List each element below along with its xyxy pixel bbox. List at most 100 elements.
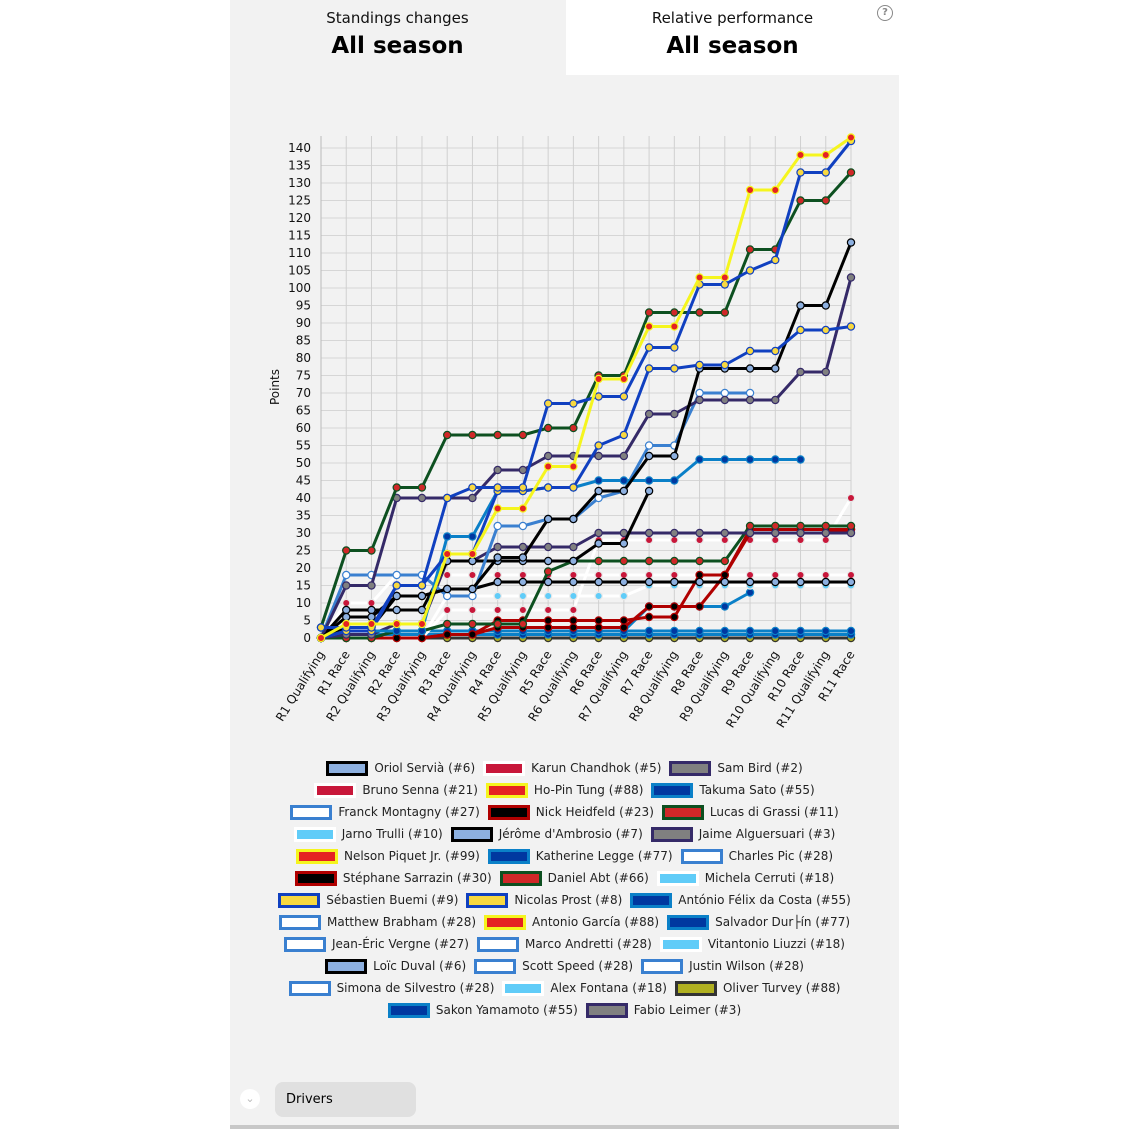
legend-label: Oriol Servià (#6) bbox=[374, 761, 476, 775]
data-point bbox=[569, 423, 578, 433]
legend-item[interactable]: Jarno Trulli (#10) bbox=[293, 826, 443, 842]
series-line bbox=[319, 171, 853, 628]
legend-item[interactable]: Matthew Brabham (#28) bbox=[278, 914, 476, 930]
legend-item[interactable]: Ho-Pin Tung (#88) bbox=[485, 782, 643, 798]
data-point bbox=[695, 388, 704, 398]
chevron-down-icon[interactable]: ⌄ bbox=[240, 1089, 260, 1109]
series-line bbox=[320, 136, 852, 640]
legend-item[interactable]: António Félix da Costa (#55) bbox=[630, 892, 851, 908]
legend-item[interactable]: Sébastien Buemi (#9) bbox=[278, 892, 458, 908]
legend-item[interactable]: Oriol Servià (#6) bbox=[326, 760, 476, 776]
legend-item[interactable]: Katherine Legge (#77) bbox=[487, 848, 673, 864]
data-point bbox=[594, 476, 603, 485]
legend-item[interactable]: Nicolas Prost (#8) bbox=[466, 892, 622, 908]
data-point bbox=[594, 616, 603, 625]
data-point bbox=[493, 570, 502, 580]
data-point bbox=[644, 486, 654, 496]
y-tick-label: 5 bbox=[303, 614, 311, 628]
legend-item[interactable]: Simona de Silvestro (#28) bbox=[288, 980, 494, 996]
drivers-button[interactable]: Drivers bbox=[275, 1082, 416, 1117]
data-point bbox=[771, 185, 780, 195]
data-point bbox=[316, 623, 326, 632]
data-point bbox=[796, 325, 805, 335]
legend-swatch bbox=[295, 848, 338, 864]
help-icon[interactable]: ? bbox=[877, 5, 893, 21]
legend-item[interactable]: Jérôme d'Ambrosio (#7) bbox=[450, 826, 643, 842]
legend-item[interactable]: Sakon Yamamoto (#55) bbox=[387, 1002, 578, 1018]
data-point bbox=[468, 584, 477, 594]
y-tick-label: 110 bbox=[288, 246, 311, 260]
legend-item[interactable]: Marco Andretti (#28) bbox=[476, 936, 652, 952]
data-point bbox=[392, 570, 401, 580]
data-point bbox=[670, 602, 679, 611]
tab-relative-performance[interactable]: Relative performance All season bbox=[566, 0, 899, 75]
data-point bbox=[468, 532, 477, 541]
data-point bbox=[821, 535, 830, 545]
y-tick-label: 55 bbox=[296, 439, 311, 453]
legend-item[interactable]: Charles Pic (#28) bbox=[680, 848, 833, 864]
data-point bbox=[392, 483, 401, 492]
legend-item[interactable]: Justin Wilson (#28) bbox=[641, 958, 804, 974]
data-point bbox=[720, 535, 730, 545]
data-point bbox=[569, 570, 578, 580]
legend-label: Loïc Duval (#6) bbox=[373, 959, 467, 973]
legend-item[interactable]: Lucas di Grassi (#11) bbox=[661, 804, 839, 820]
legend-item[interactable]: Fabio Leimer (#3) bbox=[585, 1002, 741, 1018]
legend-item[interactable]: Antonio García (#88) bbox=[484, 914, 659, 930]
legend-item[interactable]: Oliver Turvey (#88) bbox=[674, 980, 840, 996]
data-point bbox=[745, 588, 755, 597]
data-point bbox=[569, 616, 578, 625]
data-point bbox=[745, 266, 755, 275]
data-point bbox=[644, 570, 654, 580]
legend-label: Franck Montagny (#27) bbox=[338, 805, 480, 819]
legend-item[interactable]: Nelson Piquet Jr. (#99) bbox=[295, 848, 480, 864]
data-point bbox=[846, 493, 856, 503]
y-tick-label: 80 bbox=[296, 351, 311, 365]
points-line-chart: 0 5 10 15 20 25 30 35 40 45 50 55 60 65 70 75 80 85 90 95 10… bbox=[268, 133, 858, 730]
legend-item[interactable]: Daniel Abt (#66) bbox=[499, 870, 649, 886]
legend-item[interactable]: Bruno Senna (#21) bbox=[314, 782, 478, 798]
data-point bbox=[442, 570, 452, 580]
legend-item[interactable]: Jean-Éric Vergne (#27) bbox=[284, 936, 469, 952]
data-point bbox=[594, 486, 603, 496]
data-point bbox=[442, 430, 452, 440]
series-line bbox=[320, 325, 852, 640]
data-point bbox=[543, 623, 553, 632]
data-point bbox=[619, 616, 629, 625]
legend-item[interactable]: Sam Bird (#2) bbox=[669, 760, 803, 776]
legend-label: Jarno Trulli (#10) bbox=[341, 827, 443, 841]
legend-swatch bbox=[499, 870, 542, 886]
legend-item[interactable]: Stéphane Sarrazin (#30) bbox=[294, 870, 492, 886]
data-point bbox=[771, 395, 780, 405]
tab-standings-changes[interactable]: Standings changes All season bbox=[230, 0, 565, 75]
data-point bbox=[594, 570, 603, 580]
legend-item[interactable]: Salvador Dur├ín (#77) bbox=[667, 914, 850, 930]
y-axis-label: Points bbox=[268, 369, 282, 405]
legend-item[interactable]: Karun Chandhok (#5) bbox=[483, 760, 661, 776]
y-tick-label: 25 bbox=[296, 544, 311, 558]
legend-item[interactable]: Franck Montagny (#27) bbox=[290, 804, 480, 820]
data-point bbox=[543, 514, 553, 524]
data-point bbox=[644, 343, 654, 352]
legend-item[interactable]: Vitantonio Liuzzi (#18) bbox=[659, 936, 845, 952]
data-point bbox=[670, 556, 679, 566]
data-point bbox=[468, 483, 477, 492]
legend-item[interactable]: Nick Heidfeld (#23) bbox=[487, 804, 654, 820]
data-point bbox=[796, 150, 805, 160]
legend-label: Katherine Legge (#77) bbox=[535, 849, 673, 863]
data-point bbox=[468, 430, 477, 440]
data-point bbox=[392, 605, 401, 615]
legend-item[interactable]: Takuma Sato (#55) bbox=[651, 782, 815, 798]
data-point bbox=[720, 528, 730, 538]
data-point bbox=[493, 553, 502, 562]
data-point bbox=[543, 399, 553, 408]
legend-item[interactable]: Scott Speed (#28) bbox=[474, 958, 633, 974]
legend-item[interactable]: Michela Cerruti (#18) bbox=[656, 870, 834, 886]
legend-row: Nelson Piquet Jr. (#99) Katherine Legge (… bbox=[230, 845, 899, 867]
legend-item[interactable]: Jaime Alguersuari (#3) bbox=[650, 826, 835, 842]
data-point bbox=[543, 542, 553, 552]
data-point bbox=[543, 605, 553, 615]
data-point bbox=[392, 581, 401, 590]
legend-item[interactable]: Alex Fontana (#18) bbox=[502, 980, 667, 996]
legend-item[interactable]: Loïc Duval (#6) bbox=[325, 958, 467, 974]
